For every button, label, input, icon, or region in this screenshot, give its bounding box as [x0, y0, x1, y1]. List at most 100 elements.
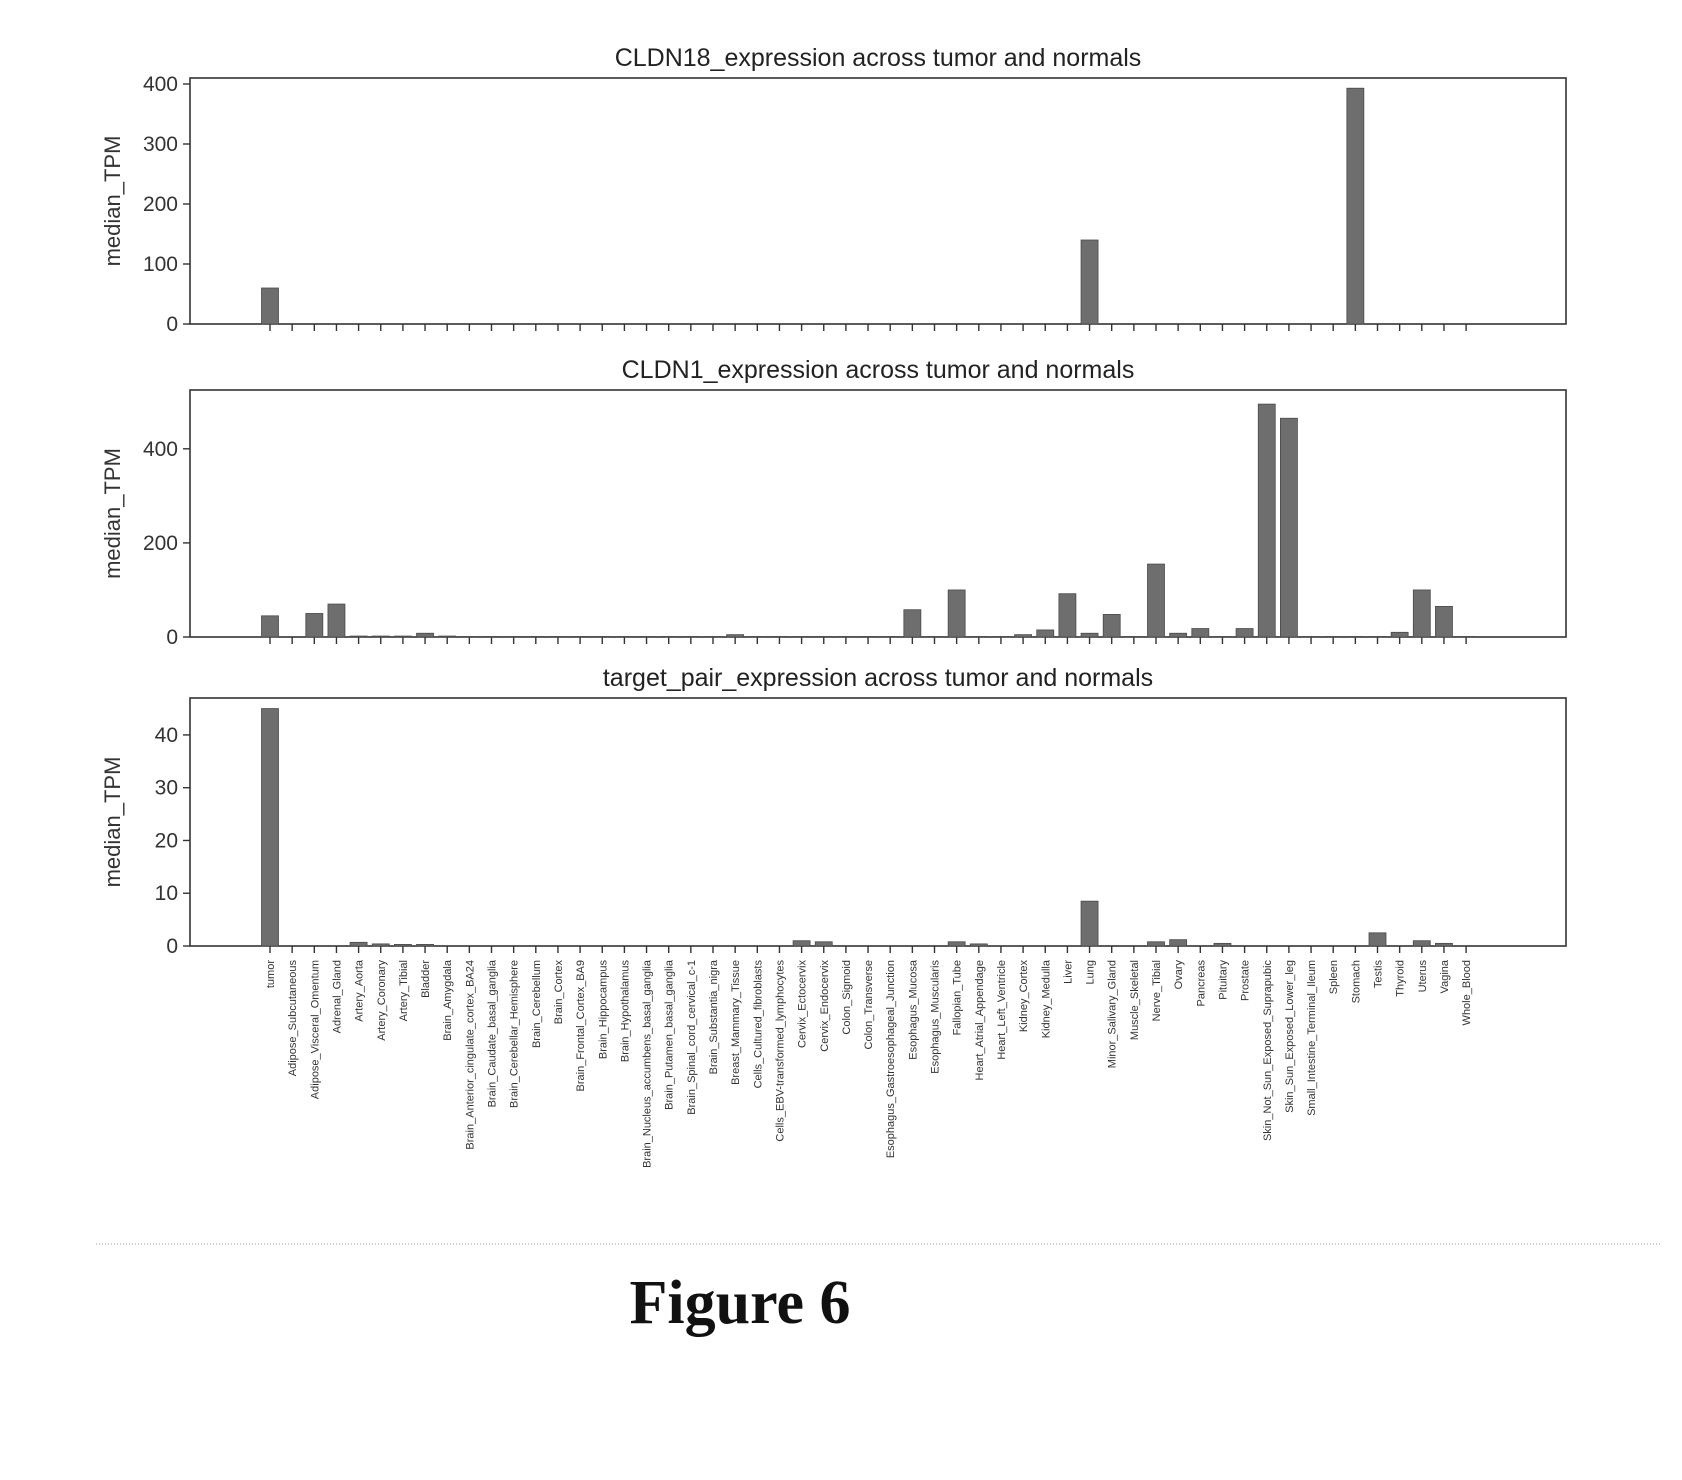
bar [704, 636, 722, 638]
bar [1302, 636, 1320, 638]
x-tick-label: Brain_Cerebellum [531, 960, 543, 1048]
x-tick-label: Kidney_Cortex [1018, 960, 1030, 1033]
bar [1058, 593, 1077, 638]
x-tick-label: Esophagus_Mucosa [907, 959, 919, 1060]
bar [947, 589, 966, 638]
bar [859, 636, 877, 638]
bar [992, 636, 1010, 638]
bar [925, 636, 944, 638]
bar [814, 941, 833, 947]
bar [1014, 634, 1032, 638]
bar [1124, 636, 1143, 638]
bar [1080, 239, 1099, 325]
y-tick-label: 0 [166, 935, 178, 958]
bar [1147, 563, 1165, 638]
bar [637, 636, 656, 638]
y-tick-label: 30 [155, 777, 178, 800]
y-tick-label: 400 [143, 73, 178, 96]
x-tick-label: Esophagus_Muscularis [930, 960, 942, 1074]
bar [261, 287, 279, 325]
bar [593, 636, 612, 638]
x-tick-label: Heart_Atrial_Appendage [974, 960, 986, 1080]
bar [969, 943, 988, 947]
x-tick-label: Minor_Salivary_Gland [1107, 960, 1119, 1068]
x-tick-label: Ovary [1173, 960, 1185, 990]
bar [571, 636, 589, 638]
bar [349, 941, 368, 947]
x-tick-label: Fallopian_Tube [952, 960, 964, 1035]
bar [748, 636, 767, 638]
x-tick-label: Esophagus_Gastroesophageal_Junction [885, 960, 897, 1158]
bar [947, 941, 966, 947]
x-tick-label: Brain_Cortex [553, 960, 565, 1025]
bar [659, 636, 678, 638]
bar [1457, 636, 1475, 638]
x-tick-label: Nerve_Tibial [1151, 960, 1163, 1021]
bar [549, 636, 567, 638]
bar [526, 636, 545, 638]
bar [504, 636, 523, 638]
x-tick-label: Testis [1373, 960, 1385, 989]
bar [1213, 942, 1232, 947]
x-tick-label: Skin_Not_Sun_Exposed_Suprapubic [1262, 960, 1274, 1142]
bar [1368, 932, 1387, 947]
bar [416, 632, 434, 638]
y-tick-label: 300 [143, 133, 178, 156]
x-tick-label: Small_Intestine_Terminal_Ileum [1306, 960, 1318, 1116]
y-axis-label: median_TPM [100, 757, 125, 888]
bar [393, 944, 412, 947]
x-tick-label: Artery_Tibial [398, 960, 410, 1021]
x-tick-label: Artery_Aorta [354, 959, 366, 1022]
y-tick-label: 400 [143, 438, 178, 461]
x-tick-label: Brain_Nucleus_accumbens_basal_ganglia [642, 959, 654, 1168]
x-tick-label: Brain_Cerebellar_Hemisphere [509, 960, 521, 1108]
bar [1102, 614, 1121, 638]
figure-caption: Figure 6 [629, 1269, 851, 1337]
x-tick-label: Brain_Spinal_cord_cervical_c-1 [686, 960, 698, 1115]
x-tick-label: Adipose_Visceral_Omentum [309, 960, 321, 1099]
x-tick-label: Cells_EBV-transformed_lymphocytes [774, 960, 786, 1142]
x-tick-label: Vagina [1439, 959, 1451, 993]
x-tick-label: Stomach [1350, 960, 1362, 1003]
bar [1235, 628, 1254, 638]
x-tick-label: Whole_Blood [1461, 960, 1473, 1025]
bar [438, 635, 457, 638]
bar [770, 636, 789, 638]
bar [416, 944, 434, 947]
x-tick-label: Brain_Putamen_basal_ganglia [664, 959, 676, 1110]
x-tick-label: Cervix_Endocervix [819, 960, 831, 1052]
bar [881, 636, 900, 638]
x-tick-label: Brain_Anterior_cingulate_cortex_BA24 [464, 960, 476, 1150]
x-tick-label: Uterus [1417, 960, 1429, 993]
y-axis-label: median_TPM [100, 136, 125, 267]
chart-title: CLDN18_expression across tumor and norma… [615, 44, 1142, 72]
bar [1080, 900, 1099, 947]
x-tick-label: tumor [265, 960, 277, 988]
x-tick-label: Muscle_Skeletal [1129, 960, 1141, 1040]
bar [1412, 940, 1431, 947]
bar [1191, 628, 1210, 638]
bar [482, 636, 501, 638]
bar [1324, 636, 1343, 638]
y-tick-label: 20 [155, 829, 178, 852]
bar [681, 636, 700, 638]
x-tick-label: Colon_Transverse [863, 960, 875, 1049]
bar [1080, 632, 1099, 638]
bar [903, 609, 922, 638]
x-tick-label: Brain_Hypothalamus [619, 960, 631, 1063]
x-tick-label: Pituitary [1217, 960, 1229, 1000]
bar [1213, 636, 1232, 638]
bar [1390, 631, 1409, 638]
x-tick-label: Spleen [1328, 960, 1340, 994]
chart-panel-3: target_pair_expression across tumor and … [100, 664, 1567, 1168]
bar [837, 636, 855, 638]
y-tick-label: 100 [143, 253, 178, 276]
bar [726, 634, 745, 638]
bar [1346, 636, 1365, 638]
x-tick-label: Artery_Coronary [376, 960, 388, 1041]
bar [615, 636, 634, 638]
x-tick-label: Thyroid [1395, 960, 1407, 997]
x-tick-label: Pancreas [1195, 960, 1207, 1007]
x-tick-label: Brain_Substantia_nigra [708, 959, 720, 1074]
